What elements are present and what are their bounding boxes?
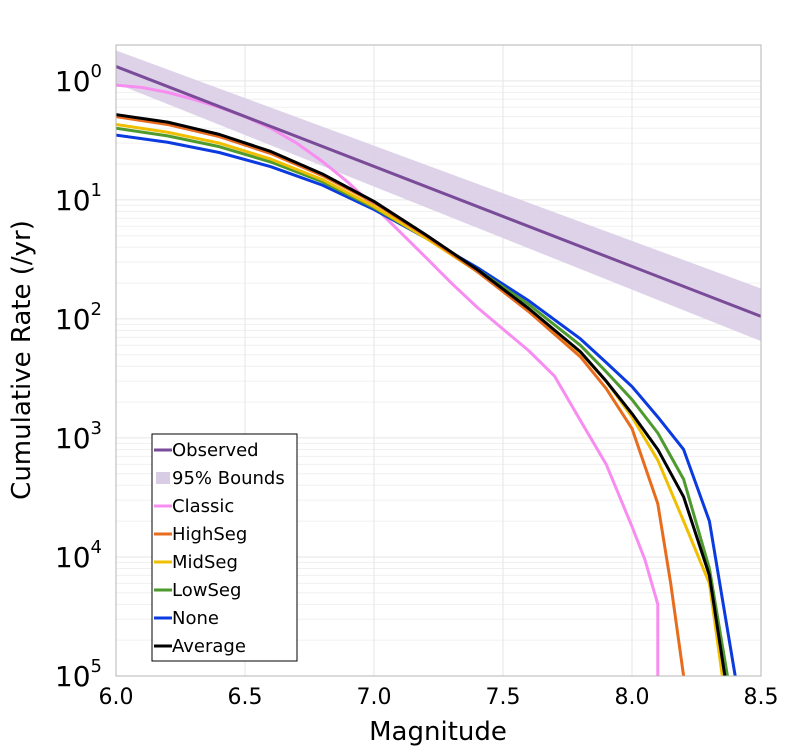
y-tick-label: 103: [55, 418, 102, 455]
series-line-none: [116, 133, 737, 676]
x-axis-ticks: 6.0 6.5 7.0 7.5 8.0 8.5: [99, 685, 779, 710]
y-tick-label: 101: [55, 180, 102, 217]
y-tick-label: 105: [55, 656, 102, 693]
legend-label-highseg: HighSeg: [172, 524, 247, 545]
series-line-average: [116, 113, 727, 676]
legend-label-none: None: [172, 608, 219, 629]
legend: Observed 95% Bounds Classic HighSeg MidSeg Lo…: [151, 433, 298, 662]
legend-swatch-bounds: [156, 472, 170, 484]
x-tick-label: 6.5: [228, 685, 263, 710]
legend-label-classic: Classic: [172, 496, 234, 517]
series-line-lowseg: [116, 126, 729, 676]
legend-box: [151, 433, 298, 662]
series-layer: [116, 65, 761, 676]
legend-label-lowseg: LowSeg: [172, 580, 241, 601]
band-layer: [116, 50, 761, 342]
y-tick-label: 104: [55, 537, 102, 574]
x-axis-title: Magnitude: [369, 717, 507, 747]
x-tick-label: 6.0: [99, 685, 134, 710]
legend-label-bounds: 95% Bounds: [172, 468, 285, 489]
series-line-highseg: [116, 115, 686, 676]
x-tick-label: 8.5: [744, 685, 779, 710]
y-axis-ticks: 100 101 102 103 104 105: [55, 61, 102, 693]
x-tick-label: 7.5: [486, 685, 521, 710]
legend-label-midseg: MidSeg: [172, 552, 238, 573]
plot-frame: [115, 44, 762, 677]
x-tick-label: 8.0: [615, 685, 650, 710]
confidence-band: [116, 50, 761, 342]
series-line-observed: [116, 65, 761, 318]
x-tick-label: 7.0: [357, 685, 392, 710]
y-tick-label: 100: [55, 61, 102, 98]
y-axis-title: Cumulative Rate (/yr): [7, 220, 37, 500]
legend-label-observed: Observed: [172, 440, 259, 461]
y-tick-label: 102: [55, 299, 102, 336]
legend-label-average: Average: [172, 636, 246, 657]
